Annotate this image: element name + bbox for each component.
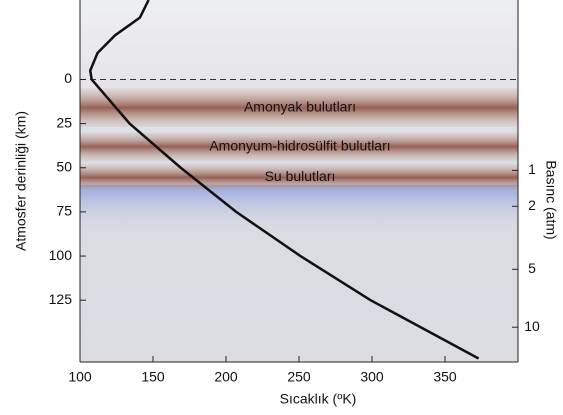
cloud-label: Amonyak bulutları — [244, 98, 356, 114]
cloud-label: Su bulutları — [265, 168, 336, 184]
x-axis-label: Sıcaklık (ºK) — [280, 391, 357, 407]
x-tick-label: 150 — [141, 369, 165, 385]
deep-layer — [80, 185, 518, 235]
y2-axis-label: Basınc (atm) — [543, 160, 559, 239]
x-tick-label: 100 — [68, 369, 92, 385]
x-tick-label: 200 — [214, 369, 238, 385]
y2-tick-label: 2 — [528, 197, 536, 213]
y2-tick-label: 1 — [528, 161, 536, 177]
x-tick-label: 350 — [433, 369, 457, 385]
y-tick-label: 50 — [56, 158, 72, 174]
x-tick-label: 250 — [287, 369, 311, 385]
y2-tick-label: 5 — [528, 260, 536, 276]
y-tick-label: 100 — [49, 247, 73, 263]
cloud-label: Amonyum-hidrosülfit bulutları — [209, 137, 390, 153]
y-tick-label: 125 — [49, 291, 73, 307]
x-tick-label: 300 — [360, 369, 384, 385]
y-axis-label: Atmosfer derinliği (km) — [13, 111, 29, 251]
y-tick-label: 25 — [56, 114, 72, 130]
y-tick-label: 75 — [56, 203, 72, 219]
y-tick-label: 0 — [64, 70, 72, 86]
chart: Sıcaklık (ºK) Atmosfer derinliği (km) Ba… — [0, 0, 563, 415]
y2-tick-label: 10 — [524, 318, 540, 334]
